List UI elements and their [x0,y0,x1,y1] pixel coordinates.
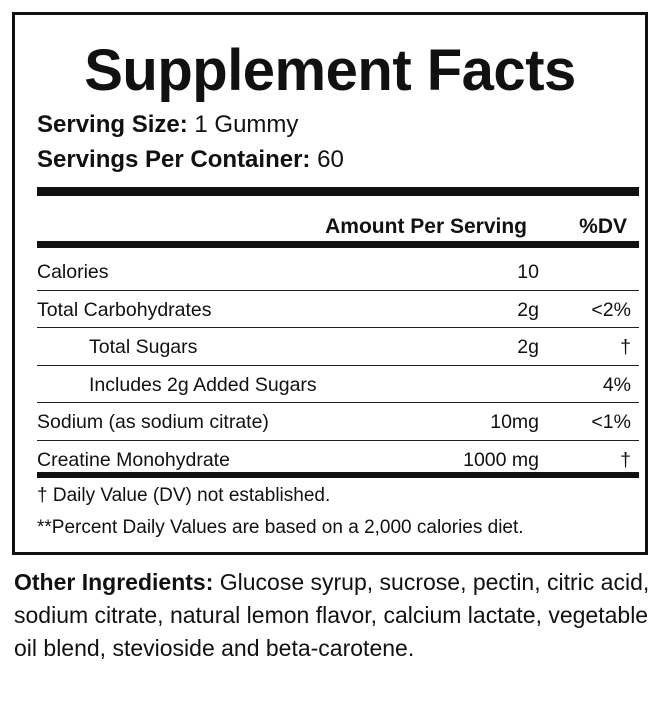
amount: 1000 mg [463,448,539,471]
amount: 2g [517,336,539,358]
column-header: Amount Per Serving [325,215,527,238]
nutrient-name: Calories [37,261,109,283]
label: Other Ingredients: [14,569,214,595]
value: 1 Gummy [194,111,299,138]
nutrient-name: Total Sugars [89,336,198,358]
table-row: Total Carbohydrates 2g <2% [37,289,639,328]
nutrient-name: Total Carbohydrates [37,298,212,321]
footnote: **Percent Daily Values are based on a 2,… [37,517,524,538]
title: Supplement Facts [84,38,576,103]
divider [37,187,639,196]
amount: 10mg [490,411,539,433]
column-header: %DV [579,215,627,238]
label: Serving Size: [37,111,188,138]
nutrient-name: Sodium (as sodium citrate) [37,411,269,433]
nutrient-name: Creatine Monohydrate [37,448,230,471]
divider [37,241,639,248]
nutrient-table: Calories 10 Total Carbohydrates 2g <2% Total … [37,253,639,477]
text: Glucose syrup, sucrose, pectin, citric a… [14,569,650,661]
servings-per-container: Servings Per Container: 60 [37,146,344,174]
serving-size: Serving Size: 1 Gummy [37,111,298,139]
daily-value: † [620,448,631,471]
daily-value: <1% [591,411,631,433]
value: 60 [317,146,344,173]
table-row: Includes 2g Added Sugars 4% [37,364,639,403]
footnote: † Daily Value (DV) not established. [37,485,331,506]
divider [37,472,639,478]
nutrient-name: Includes 2g Added Sugars [89,373,317,396]
table-row: Sodium (as sodium citrate) 10mg <1% [37,402,639,440]
amount: 2g [517,298,539,321]
table-row: Total Sugars 2g † [37,327,639,365]
label: Servings Per Container: [37,146,311,173]
amount: 10 [517,261,539,283]
table-row: Calories 10 [37,253,639,290]
facts-panel: Supplement Facts Serving Size: 1 Gummy S… [12,12,648,555]
daily-value: <2% [591,298,631,321]
table-row: Creatine Monohydrate 1000 mg † [37,439,639,478]
daily-value: † [620,336,631,358]
daily-value: 4% [602,373,631,396]
ingredients: Other Ingredients: Glucose syrup, sucros… [14,566,654,665]
